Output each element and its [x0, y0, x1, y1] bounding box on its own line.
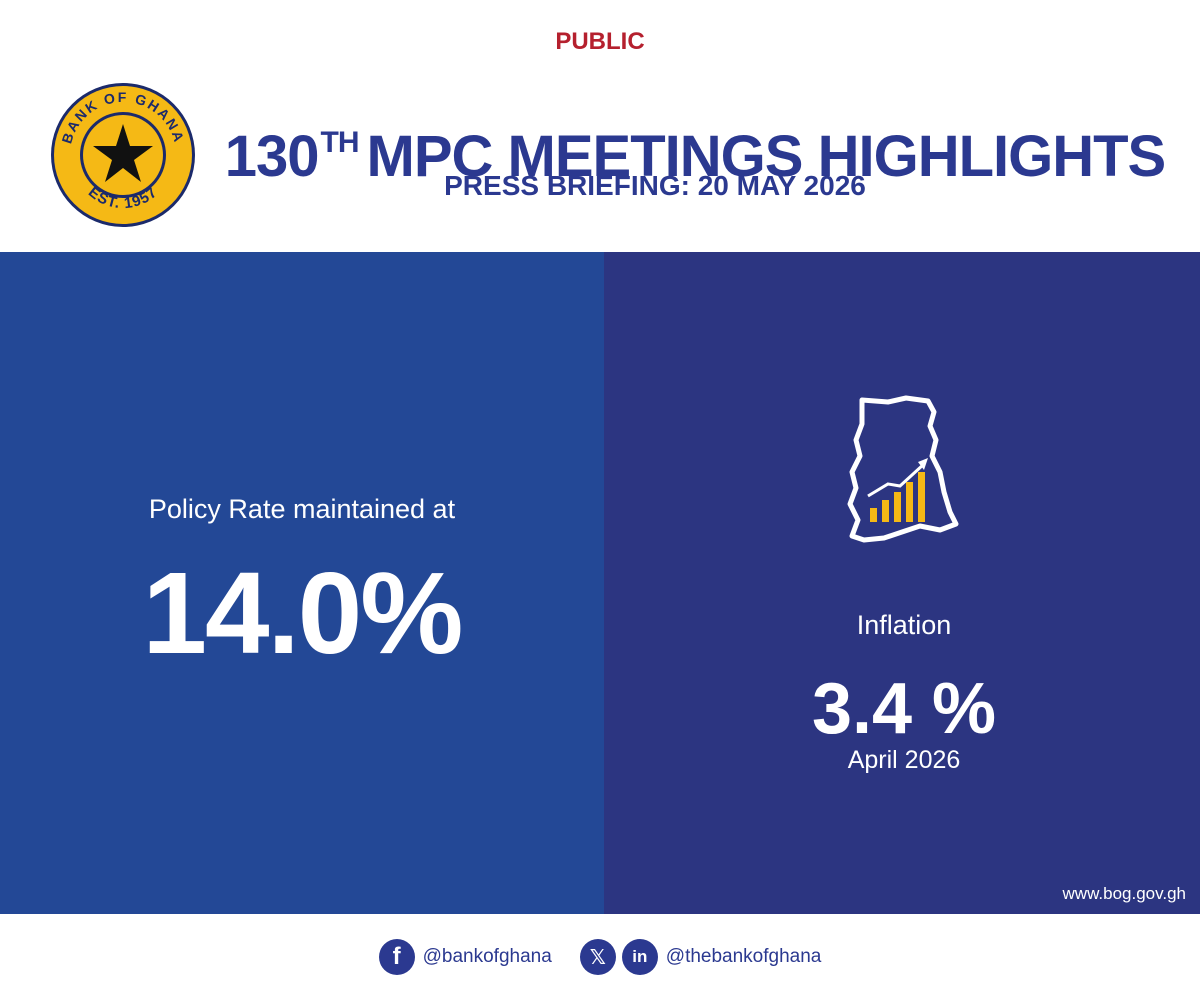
inflation-period: April 2026 — [847, 746, 961, 774]
inflation-value: 3.4 % — [811, 669, 997, 749]
other-handle[interactable]: @thebankofghana — [665, 946, 822, 967]
title-rest: MPC MEETINGS HIGHLIGHTS — [366, 124, 1167, 189]
facebook-icon[interactable]: f — [378, 939, 415, 975]
facebook-handle[interactable]: @bankofghana — [422, 946, 552, 967]
classification-label: PUBLIC — [555, 28, 645, 55]
inflation-panel: Inflation 3.4 % April 2026 www.bog.gov.g… — [604, 252, 1200, 914]
inflation-label: Inflation — [856, 610, 952, 640]
x-linkedin-link[interactable]: 𝕏 in @thebankofghana — [579, 939, 822, 975]
policy-rate-value: 14.0% — [142, 548, 464, 678]
linkedin-icon[interactable]: in — [621, 939, 658, 975]
policy-rate-panel: Policy Rate maintained at 14.0% — [0, 252, 604, 914]
x-icon[interactable]: 𝕏 — [579, 939, 616, 975]
ghana-map-growth-chart-icon — [847, 395, 959, 543]
facebook-link[interactable]: f @bankofghana — [378, 939, 552, 975]
bank-of-ghana-logo: BANK OF GHANA EST. 1957 — [51, 83, 195, 227]
title-number: 130 — [224, 124, 320, 189]
title-superscript: TH — [320, 126, 360, 159]
page-subtitle: PRESS BRIEFING: 20 MAY 2026 — [444, 170, 866, 201]
policy-rate-label: Policy Rate maintained at — [148, 494, 456, 524]
social-footer: f @bankofghana 𝕏 in @thebankofghana — [0, 932, 1200, 982]
website-link[interactable]: www.bog.gov.gh — [1062, 884, 1186, 903]
page-title: 130TH MPC MEETINGS HIGHLIGHTS — [210, 108, 1180, 192]
